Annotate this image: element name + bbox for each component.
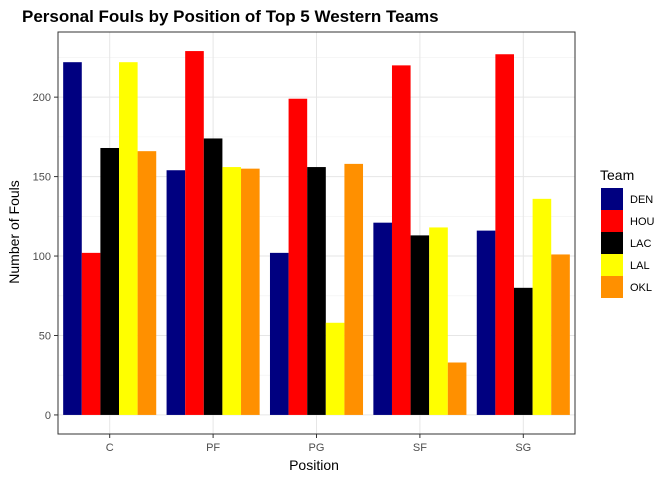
bar-den-pf	[166, 170, 186, 415]
x-tick-label: PF	[206, 442, 220, 454]
bar-okl-pf	[241, 168, 260, 415]
x-tick-label: C	[106, 442, 114, 454]
bar-den-c	[63, 62, 82, 415]
legend-label-den: DEN	[630, 194, 653, 206]
legend-key-hou	[601, 210, 623, 232]
bar-hou-pf	[185, 51, 204, 415]
bar-okl-sf	[447, 362, 467, 415]
bar-lac-pf	[203, 138, 223, 415]
bar-hou-sg	[495, 54, 514, 415]
y-tick-label: 200	[33, 92, 51, 104]
bar-lal-sg	[532, 198, 552, 415]
bar-den-sg	[476, 230, 496, 415]
y-tick-label: 50	[39, 330, 51, 342]
bar-lal-pf	[222, 167, 242, 415]
bar-okl-pg	[344, 163, 364, 415]
bar-lal-c	[119, 62, 138, 415]
bar-hou-c	[81, 252, 101, 415]
y-axis-title: Number of Fouls	[6, 180, 22, 283]
y-tick-label: 100	[33, 251, 51, 263]
plot-area: 0 50 100 150 200 C PF PG SF SG	[33, 31, 576, 454]
legend-label-lac: LAC	[630, 238, 651, 250]
bar-okl-sg	[551, 254, 570, 415]
legend-label-hou: HOU	[630, 216, 655, 228]
bar-den-pg	[269, 252, 289, 415]
bar-lac-sf	[410, 235, 430, 415]
legend-key-okl	[601, 276, 623, 298]
x-tick-label: SG	[515, 442, 531, 454]
bar-lal-sf	[429, 227, 448, 415]
bar-okl-c	[137, 151, 157, 415]
bar-lal-pg	[325, 322, 345, 415]
x-axis-title: Position	[289, 457, 339, 473]
bar-lac-sg	[513, 287, 533, 415]
x-tick-label: PG	[309, 442, 325, 454]
bar-hou-pg	[288, 98, 308, 415]
chart-title: Personal Fouls by Position of Top 5 West…	[22, 7, 439, 26]
bar-lac-c	[100, 147, 120, 415]
legend-label-okl: OKL	[630, 282, 652, 294]
legend-key-lal	[601, 254, 623, 276]
legend-key-lac	[601, 232, 623, 254]
legend-title: Team	[600, 167, 634, 183]
bar-hou-sf	[391, 65, 411, 415]
x-tick-label: SF	[413, 442, 427, 454]
y-tick-label: 150	[33, 172, 51, 184]
legend-key-den	[601, 188, 623, 210]
bar-lac-pg	[307, 167, 326, 415]
legend-label-lal: LAL	[630, 260, 650, 272]
y-tick-label: 0	[45, 410, 51, 422]
legend: Team DEN HOU LAC LAL OKL	[600, 167, 655, 298]
bar-den-sf	[373, 222, 392, 415]
